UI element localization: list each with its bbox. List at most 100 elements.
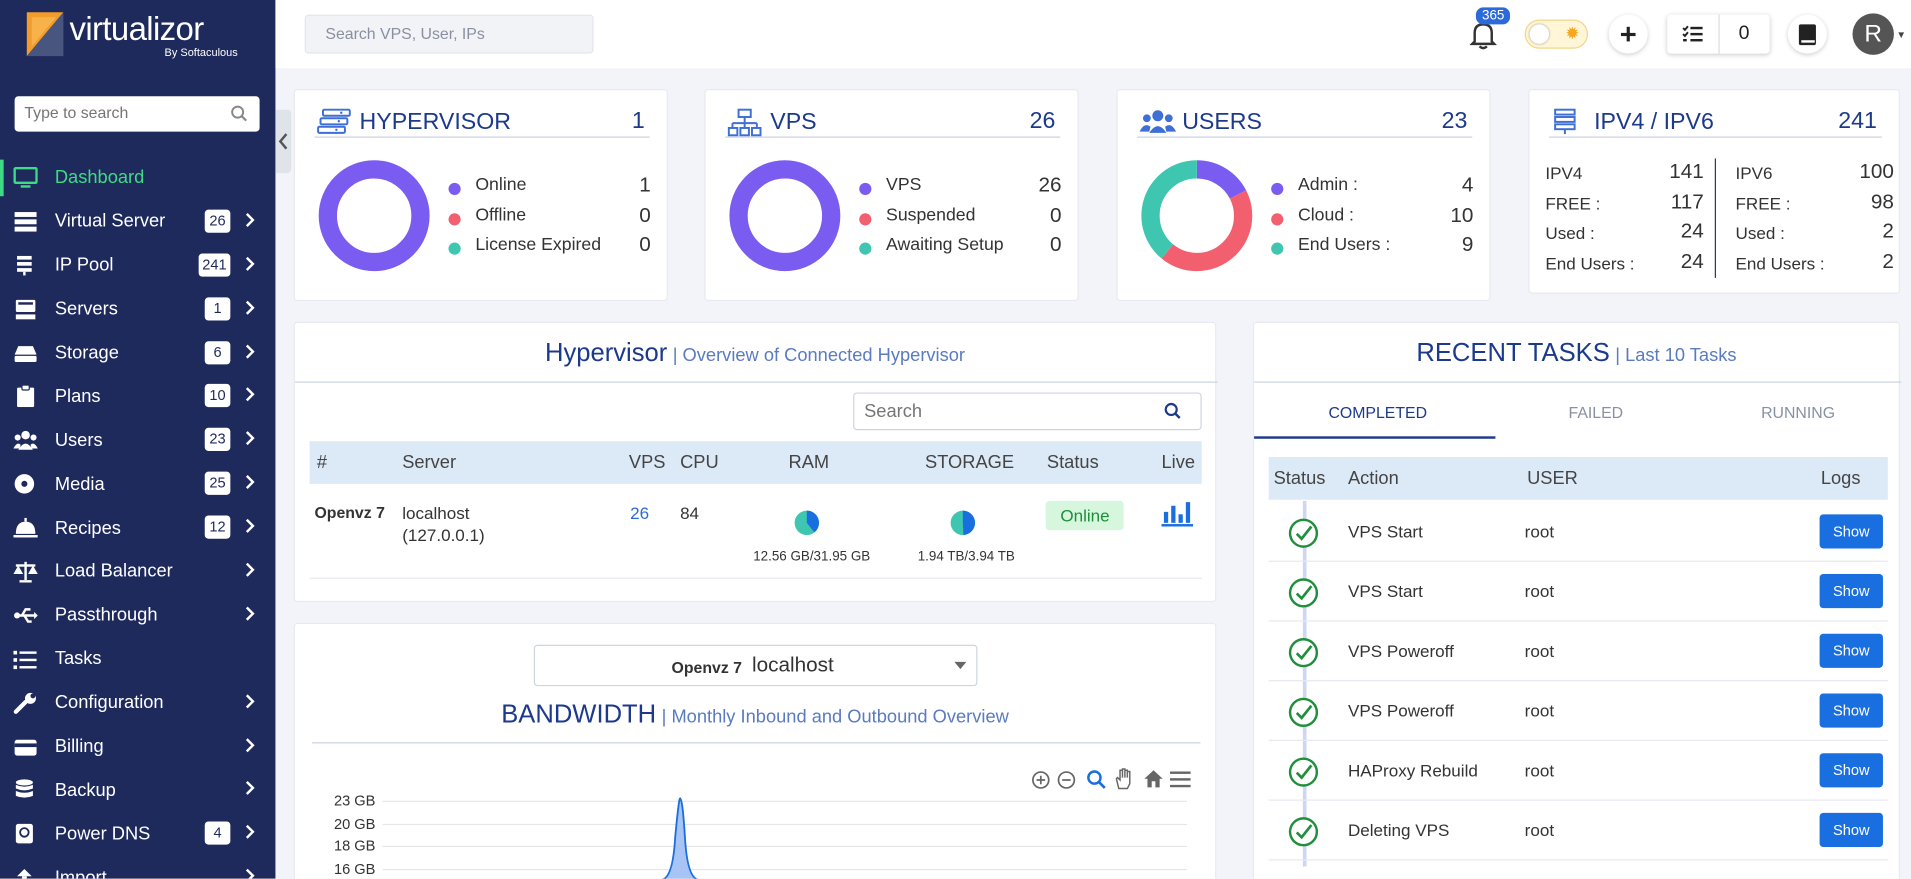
sidebar-collapse-toggle[interactable] [275, 109, 292, 174]
legend-label: Suspended [886, 205, 976, 225]
sidebar-item-label: Import [54, 867, 107, 879]
ip-key: FREE : [1545, 193, 1601, 213]
vps-count-link[interactable]: 26 [630, 503, 650, 523]
ip-key: FREE : [1735, 193, 1791, 213]
sidebar-search-input[interactable] [24, 96, 220, 130]
sidebar-item-passthrough[interactable]: Passthrough [0, 593, 275, 637]
ip-key: IPV4 [1545, 163, 1583, 183]
dns-icon [15, 824, 33, 844]
bandwidth-area-series[interactable] [648, 795, 709, 879]
theme-toggle[interactable]: ✹ [1524, 19, 1589, 49]
ip-key: Used : [1735, 223, 1785, 243]
task-user: root [1524, 581, 1555, 601]
sidebar-item-recipes[interactable]: Recipes 12 [0, 506, 275, 550]
task-user: root [1524, 641, 1555, 661]
sidebar-item-users[interactable]: Users 23 [0, 418, 275, 462]
users-donut-chart [1141, 160, 1253, 272]
search-icon[interactable] [230, 105, 247, 122]
column-header[interactable]: STORAGE [925, 452, 1015, 473]
legend-value: 0 [1049, 202, 1062, 227]
sidebar-item-virtual-server[interactable]: Virtual Server 26 [0, 200, 275, 244]
show-log-button[interactable]: Show [1819, 812, 1883, 848]
virt-type: Openvz 7 [314, 503, 385, 522]
sidebar-item-load-balancer[interactable]: Load Balancer [0, 550, 275, 594]
column-header[interactable]: VPS [628, 452, 666, 473]
servers-icon [15, 299, 36, 319]
search-icon[interactable] [1164, 402, 1181, 419]
divider [294, 381, 1218, 383]
legend-item: End Users : 9 [1271, 232, 1474, 265]
balance-icon [13, 561, 38, 583]
legend-item: Suspended 0 [859, 202, 1062, 235]
sidebar-item-tasks[interactable]: Tasks [0, 637, 275, 681]
legend-dot [1271, 182, 1284, 195]
show-log-button[interactable]: Show [1819, 753, 1883, 788]
ip-row: Used : 2 [1736, 220, 1894, 250]
storage-icon [14, 345, 37, 362]
home-icon[interactable] [1143, 769, 1164, 789]
tasks-count: 0 [1738, 23, 1750, 44]
live-stats-icon[interactable] [1161, 500, 1194, 527]
chevron-right-icon [245, 431, 255, 446]
count-badge: 241 [198, 253, 231, 277]
chevron-right-icon [245, 475, 255, 490]
column-header[interactable]: RAM [788, 452, 830, 473]
sidebar-item-label: Dashboard [54, 167, 145, 189]
server-select[interactable]: Openvz 7 localhost [533, 644, 978, 687]
sidebar-item-servers[interactable]: Servers 1 [0, 287, 275, 331]
active-tab-indicator [1254, 436, 1496, 439]
sidebar-item-configuration[interactable]: Configuration [0, 681, 275, 725]
disc-icon [14, 474, 35, 494]
tab-running[interactable]: RUNNING [1761, 403, 1836, 422]
sidebar-item-power-dns[interactable]: Power DNS 4 [0, 812, 275, 856]
magnifier-icon[interactable] [1086, 769, 1107, 790]
column-header[interactable]: CPU [680, 452, 719, 473]
pan-hand-icon[interactable] [1114, 768, 1135, 790]
tasks-counter-button[interactable]: 0 [1667, 14, 1770, 54]
sidebar-item-storage[interactable]: Storage 6 [0, 331, 275, 375]
users-icon [1139, 110, 1177, 133]
caret-down-icon[interactable]: ▼ [1896, 29, 1907, 41]
menu-icon[interactable] [1170, 771, 1191, 788]
hypervisor-search-input[interactable] [864, 393, 1145, 429]
show-log-button[interactable]: Show [1819, 514, 1883, 549]
tab-completed[interactable]: COMPLETED [1328, 403, 1428, 422]
sidebar-item-plans[interactable]: Plans 10 [0, 375, 275, 419]
sidebar-item-billing[interactable]: Billing [0, 725, 275, 769]
sidebar-item-import[interactable]: Import [0, 856, 275, 879]
card-title: HYPERVISOR [359, 109, 511, 136]
ipv6-column: IPV6 100 FREE : 98 Used : 2 End Users : 2 [1736, 160, 1894, 280]
check-circle-icon [1288, 817, 1319, 847]
global-search-input[interactable]: Search VPS, User, IPs [304, 14, 594, 54]
show-log-button[interactable]: Show [1819, 633, 1883, 668]
legend-dot [859, 212, 872, 225]
column-header: Action [1347, 468, 1399, 489]
card-header: HYPERVISOR 1 [314, 108, 650, 138]
legend-value: 9 [1461, 232, 1474, 256]
sidebar-item-dashboard[interactable]: Dashboard [0, 156, 275, 200]
ip-row: FREE : 117 [1545, 190, 1703, 220]
task-list-icon [1682, 25, 1703, 42]
tab-failed[interactable]: FAILED [1568, 403, 1624, 422]
sidebar-item-media[interactable]: Media 25 [0, 462, 275, 506]
legend-dot [1271, 242, 1284, 255]
show-log-button[interactable]: Show [1819, 574, 1883, 609]
card-title: IPV4 / IPV6 [1594, 109, 1714, 136]
sidebar-item-ip-pool[interactable]: IP Pool 241 [0, 243, 275, 287]
zoom-in-icon[interactable] [1031, 770, 1051, 790]
zoom-out-icon[interactable] [1057, 770, 1077, 790]
panel-title: BANDWIDTH [501, 700, 657, 729]
ram-pie-used [806, 510, 819, 533]
docs-button[interactable] [1787, 14, 1827, 54]
column-header[interactable]: Status [1046, 452, 1099, 473]
logo-byline: By Softaculous [164, 46, 238, 59]
show-log-button[interactable]: Show [1819, 693, 1883, 728]
avatar[interactable]: R [1852, 13, 1894, 55]
sidebar-item-backup[interactable]: Backup [0, 768, 275, 812]
check-circle-icon [1288, 757, 1319, 787]
column-header[interactable]: Server [402, 452, 457, 473]
virtualizor-logo[interactable]: virtualizor By Softaculous [24, 10, 256, 61]
count-badge: 4 [204, 821, 231, 846]
add-button[interactable] [1608, 14, 1648, 54]
bell-icon[interactable] [1469, 21, 1497, 50]
